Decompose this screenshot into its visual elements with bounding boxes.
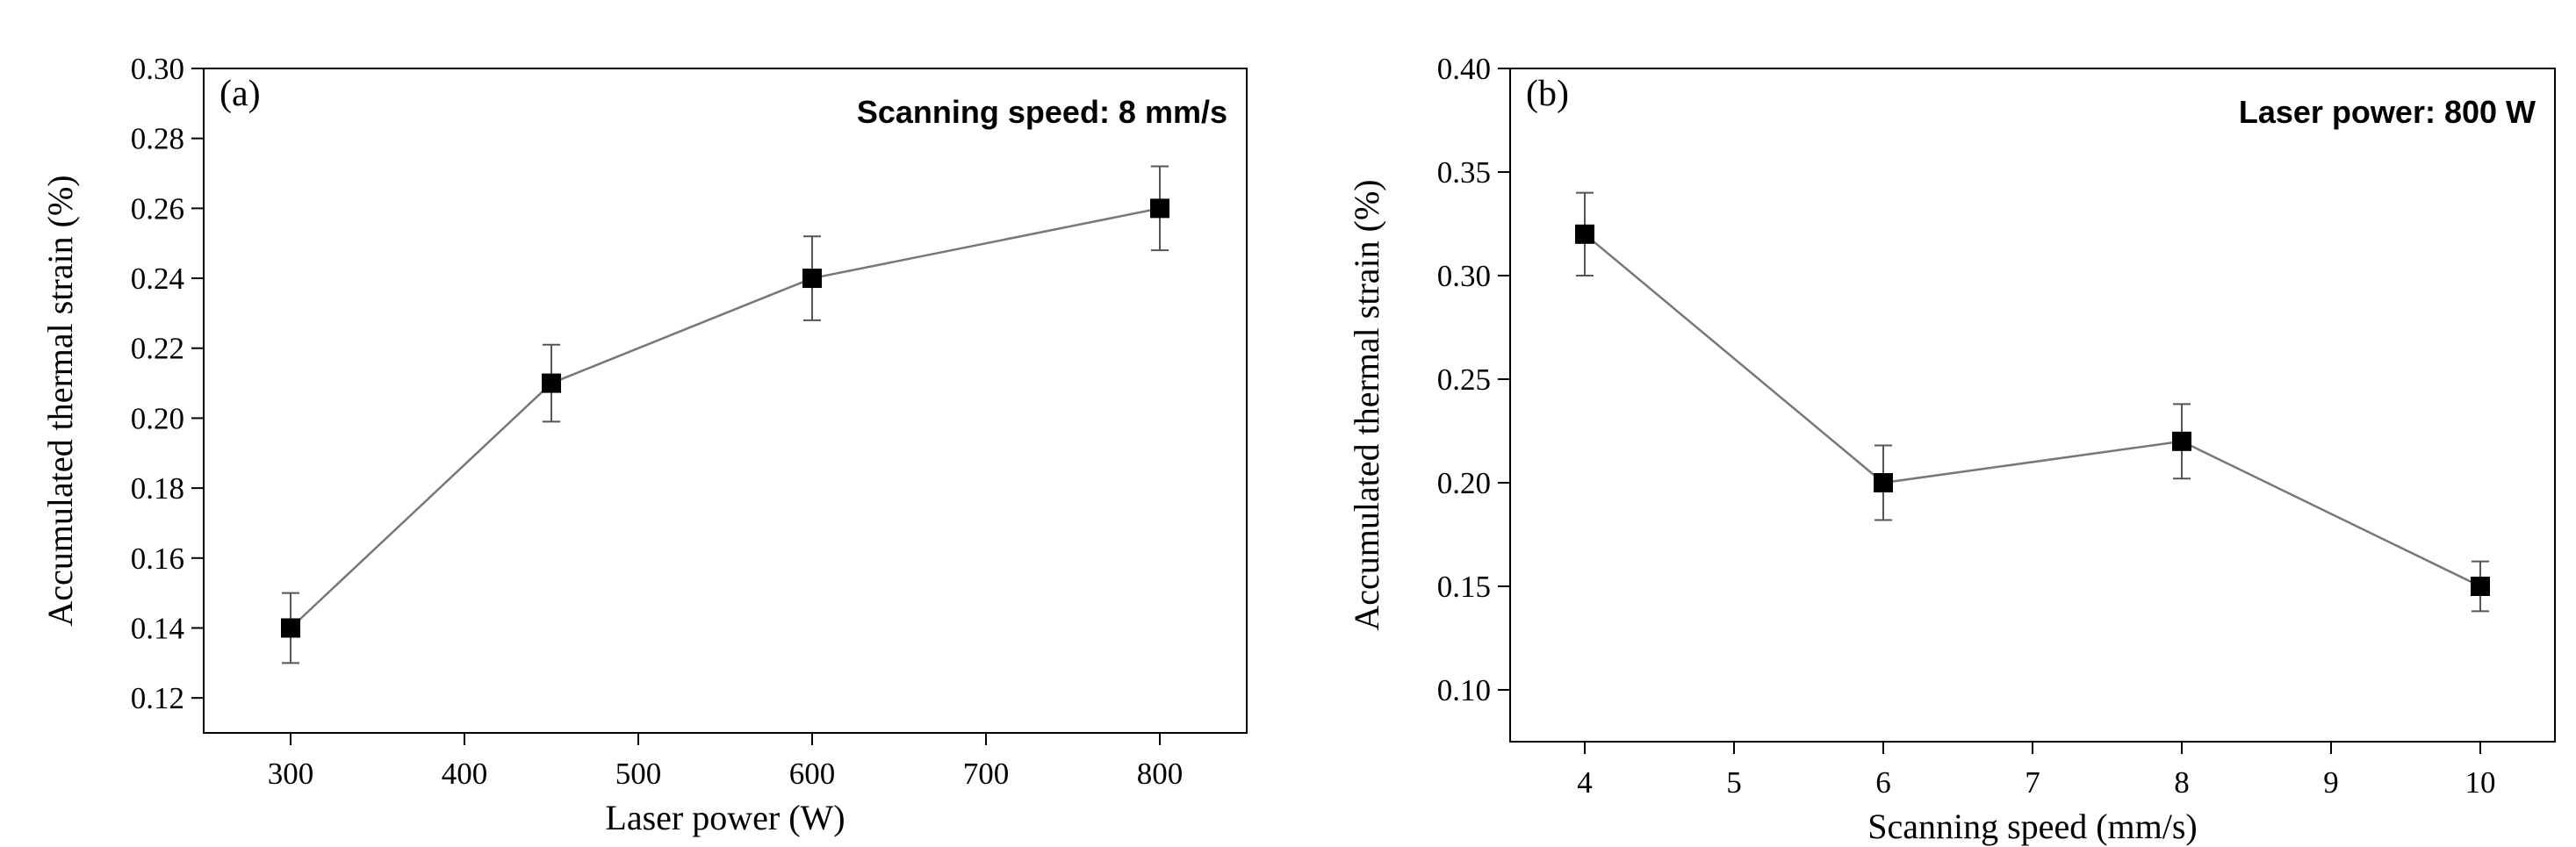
x-tick-label: 8 [2174, 765, 2190, 800]
y-tick-label: 0.30 [131, 52, 184, 86]
condition-annotation: Laser power: 800 W [2239, 94, 2536, 130]
x-axis-title: Scanning speed (mm/s) [1867, 807, 2198, 846]
data-point [1150, 198, 1169, 219]
x-axis: 4 5 6 7 8 9 10 [1577, 742, 2496, 800]
x-tick-label: 6 [1875, 765, 1891, 800]
y-axis-title: Accumulated thermal strain (%) [40, 175, 80, 626]
y-axis: 0.10 0.15 0.20 0.25 0.30 0.35 0.40 [1437, 52, 1510, 707]
x-axis: 300 400 500 600 700 800 [268, 733, 1184, 791]
series-line [1584, 233, 2481, 588]
x-tick-label: 500 [615, 757, 662, 791]
y-tick-label: 0.25 [1437, 362, 1491, 397]
x-tick-label: 5 [1726, 765, 1742, 800]
x-tick-label: 800 [1137, 757, 1184, 791]
x-tick-label: 10 [2465, 765, 2496, 800]
x-tick-label: 9 [2323, 765, 2339, 800]
series-line [290, 207, 1161, 629]
data-point [2471, 577, 2490, 596]
y-tick-label: 0.15 [1437, 570, 1491, 604]
y-tick-label: 0.22 [131, 332, 184, 366]
data-point [542, 373, 561, 393]
plot-frame [203, 68, 1248, 734]
panel-label: (b) [1526, 74, 1569, 114]
y-tick-label: 0.18 [131, 471, 184, 506]
data-series [1575, 191, 2490, 613]
y-tick-label: 0.35 [1437, 155, 1491, 190]
x-tick-label: 4 [1577, 765, 1593, 800]
chart-panel-a: 0.12 0.14 0.16 0.18 0.20 0.22 0.24 0.26 0.28 0.30… [40, 52, 1248, 837]
chart-panel-b: 0.10 0.15 0.20 0.25 0.30 0.35 0.40 4 5 6 7 8 9 10 (b… [1347, 52, 2556, 846]
x-tick-label: 7 [2025, 765, 2040, 800]
y-tick-label: 0.26 [131, 191, 184, 226]
x-axis-title: Laser power (W) [605, 798, 845, 837]
condition-annotation: Scanning speed: 8 mm/s [857, 94, 1227, 130]
x-tick-label: 600 [789, 757, 836, 791]
y-tick-label: 0.24 [131, 262, 184, 296]
panel-label: (a) [219, 74, 261, 114]
y-tick-label: 0.14 [131, 611, 184, 645]
y-axis-title: Accumulated thermal strain (%) [1347, 179, 1386, 630]
y-tick-label: 0.40 [1437, 52, 1491, 86]
data-point [2172, 431, 2191, 451]
y-tick-label: 0.10 [1437, 673, 1491, 707]
y-tick-label: 0.20 [131, 401, 184, 435]
data-series [281, 165, 1169, 664]
data-point [281, 618, 300, 638]
y-tick-label: 0.20 [1437, 466, 1491, 500]
x-tick-label: 700 [963, 757, 1010, 791]
y-tick-label: 0.16 [131, 542, 184, 576]
x-tick-label: 300 [268, 757, 314, 791]
plot-frame [1509, 68, 2556, 743]
y-tick-label: 0.12 [131, 681, 184, 715]
y-tick-label: 0.28 [131, 122, 184, 156]
y-tick-label: 0.30 [1437, 259, 1491, 293]
data-point [802, 269, 822, 289]
data-point [1874, 473, 1893, 492]
y-axis: 0.12 0.14 0.16 0.18 0.20 0.22 0.24 0.26 0.28 0.30 [131, 52, 204, 715]
data-point [1575, 224, 1594, 244]
x-tick-label: 400 [442, 757, 488, 791]
